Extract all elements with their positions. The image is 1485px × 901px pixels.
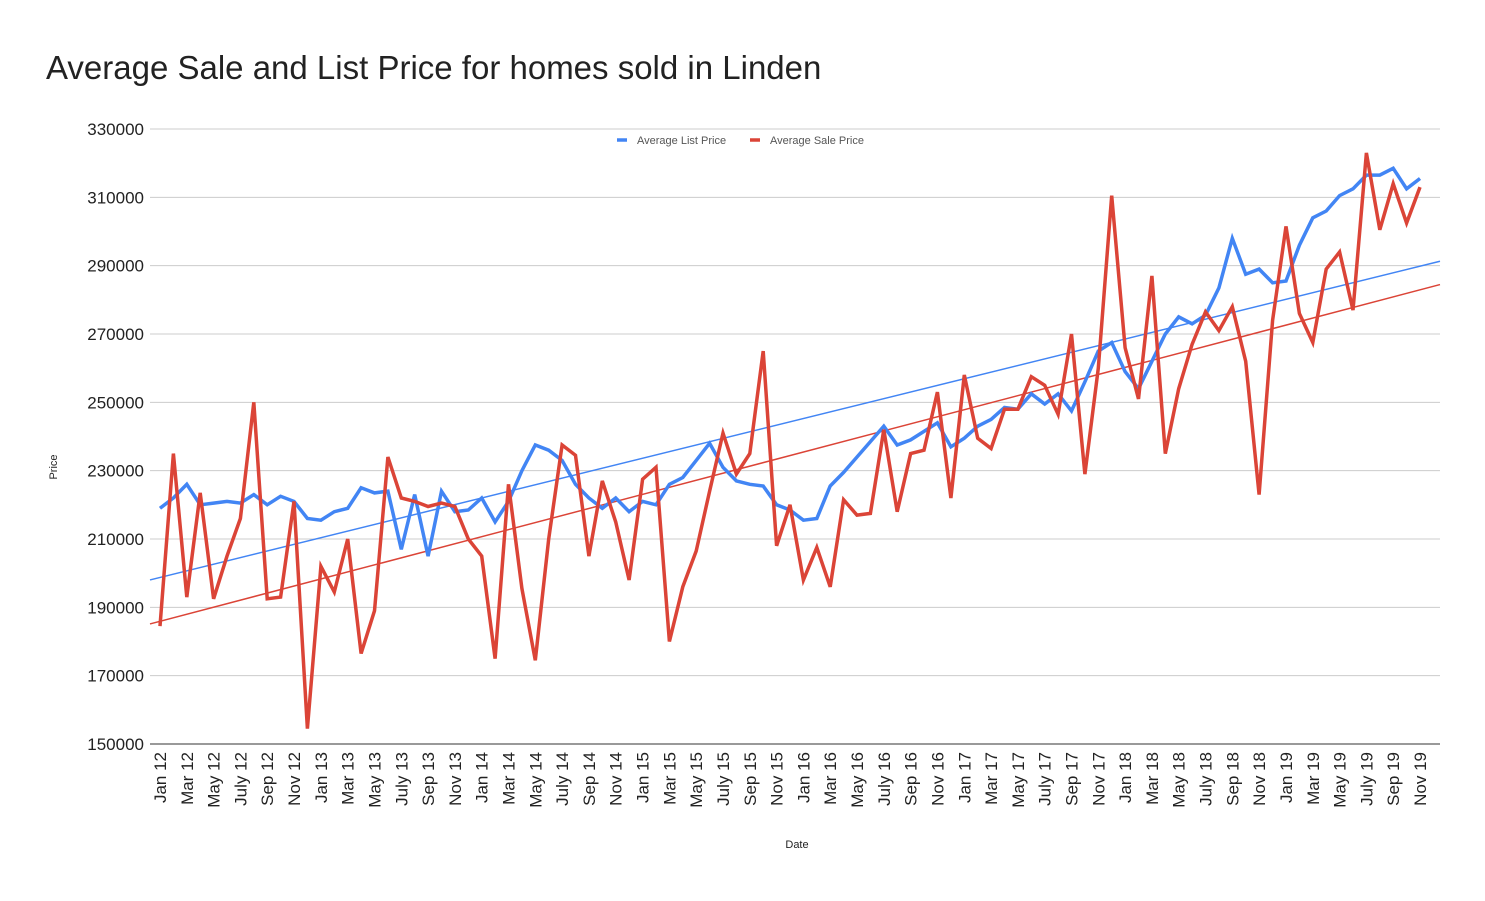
x-tick-label: July 14 [553,752,572,806]
x-tick-label: Jan 18 [1116,752,1135,803]
x-tick-label: May 19 [1331,752,1350,808]
y-tick-label: 250000 [87,393,144,412]
x-tick-label: May 13 [365,752,384,808]
x-tick-label: Jan 12 [151,752,170,803]
x-tick-label: Sep 18 [1223,752,1242,806]
x-tick-label: Nov 19 [1411,752,1430,806]
y-tick-label: 150000 [87,735,144,754]
series-line-list [158,166,1422,557]
x-tick-label: July 16 [875,752,894,806]
x-tick-label: Mar 12 [178,752,197,805]
y-tick-label: 190000 [87,598,144,617]
x-tick-label: Sep 17 [1062,752,1081,806]
x-tick-label: Jan 17 [955,752,974,803]
x-tick-label: Mar 16 [821,752,840,805]
x-tick-label: Jan 15 [634,752,653,803]
x-tick-label: Nov 14 [607,752,626,806]
x-tick-label: Mar 18 [1143,752,1162,805]
x-tick-label: May 12 [205,752,224,808]
x-tick-label: Nov 16 [928,752,947,806]
x-tick-label: Jan 13 [312,752,331,803]
x-tick-label: Sep 14 [580,752,599,806]
legend-label: Average Sale Price [770,135,864,147]
x-tick-label: Nov 18 [1250,752,1269,806]
x-tick-label: Mar 13 [339,752,358,805]
x-tick-label: Nov 17 [1089,752,1108,806]
gridlines [150,128,1440,745]
x-axis-title: Date [785,839,808,851]
x-tick-label: Nov 13 [446,752,465,806]
trendline-list [149,260,1441,581]
series-lines [158,152,1422,729]
x-tick-label: July 17 [1036,752,1055,806]
y-tick-label: 230000 [87,462,144,481]
x-tick-label: May 14 [526,752,545,808]
y-tick-label: 310000 [87,188,144,207]
x-tick-label: Mar 19 [1304,752,1323,805]
x-tick-label: Mar 15 [660,752,679,805]
x-tick-label: Sep 13 [419,752,438,806]
x-tick-label: Sep 15 [741,752,760,806]
legend-label: Average List Price [637,135,726,147]
x-tick-label: July 12 [231,752,250,806]
x-tick-label: Jan 16 [794,752,813,803]
x-tick-label: May 16 [848,752,867,808]
x-tick-label: Sep 16 [902,752,921,806]
x-tick-label: Jan 14 [473,752,492,803]
legend[interactable]: Average List Price Average Sale Price [617,135,864,147]
x-tick-label: May 17 [1009,752,1028,808]
y-axis-tick-labels: 150000 170000 190000 210000 230000 250000 2700… [87,120,144,754]
x-tick-label: July 13 [392,752,411,806]
x-tick-label: Mar 14 [500,752,519,805]
y-tick-label: 330000 [87,120,144,139]
y-tick-label: 270000 [87,325,144,344]
x-tick-label: May 15 [687,752,706,808]
x-tick-label: Jan 19 [1277,752,1296,803]
y-tick-label: 210000 [87,530,144,549]
trendlines [149,260,1441,625]
x-tick-label: Mar 17 [982,752,1001,805]
chart-title: Average Sale and List Price for homes so… [46,49,821,86]
x-tick-label: July 18 [1197,752,1216,806]
x-axis-tick-labels: Jan 12 Mar 12 May 12 July 12 Sep 12 Nov 12 Jan… [151,752,1430,808]
y-tick-label: 170000 [87,667,144,686]
x-tick-label: July 19 [1357,752,1376,806]
x-tick-label: May 18 [1170,752,1189,808]
x-tick-label: Sep 12 [258,752,277,806]
series-line-sale [158,152,1422,729]
x-tick-label: Sep 19 [1384,752,1403,806]
trendline-sale [149,283,1441,625]
y-tick-label: 290000 [87,257,144,276]
x-tick-label: Nov 15 [768,752,787,806]
x-tick-label: Nov 12 [285,752,304,806]
x-tick-label: July 15 [714,752,733,806]
y-axis-title: Price [48,454,60,479]
